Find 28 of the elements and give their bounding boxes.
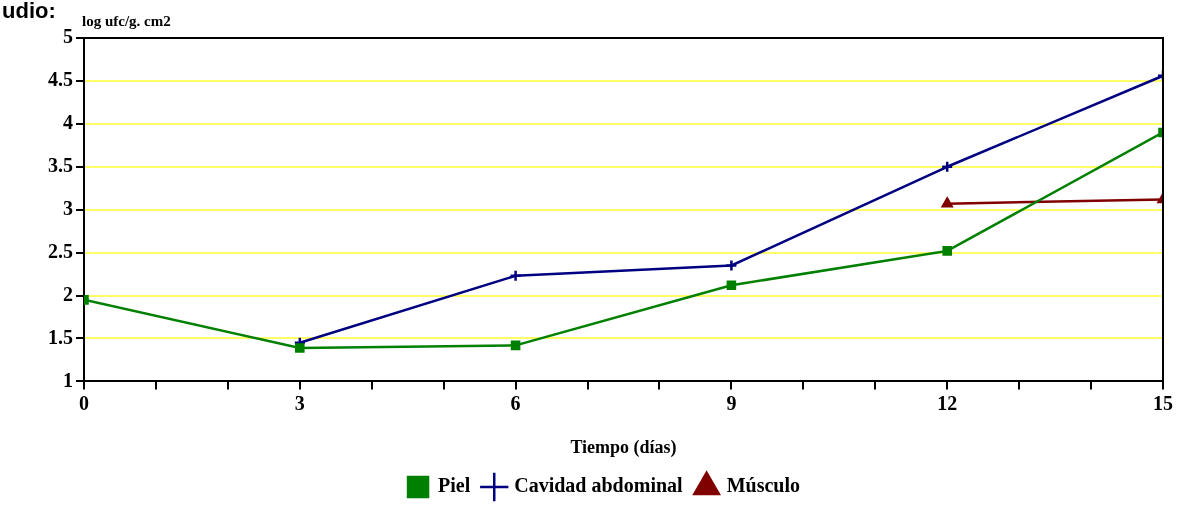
x-tick-label: 9 <box>726 391 737 414</box>
point <box>725 259 738 272</box>
point <box>295 343 305 353</box>
x-tick-label: 3 <box>294 391 305 414</box>
x-axis-title: Tiempo (días) <box>570 436 677 458</box>
y-tick-label: 2.5 <box>48 239 73 262</box>
x-tick-label: 0 <box>79 391 89 414</box>
x-tick-label: 12 <box>937 391 958 414</box>
x-tick-label: 6 <box>510 391 521 414</box>
legend-label: Piel <box>438 474 471 497</box>
point <box>942 246 952 256</box>
y-tick-label: 3 <box>63 196 73 219</box>
point <box>726 280 737 291</box>
y-axis-title: log ufc/g. cm2 <box>82 13 171 30</box>
y-tick-label: 5 <box>63 25 73 48</box>
y-tick-label: 4 <box>63 111 73 134</box>
legend-label: Músculo <box>726 474 800 497</box>
y-tick-label: 3.5 <box>48 153 73 176</box>
point <box>510 340 521 351</box>
y-tick-label: 2 <box>63 282 73 305</box>
y-tick-label: 4.5 <box>48 68 73 91</box>
y-tick-label: 1.5 <box>48 325 73 348</box>
legend-label: Cavidad abdominal <box>514 474 684 497</box>
x-tick-label: 15 <box>1153 391 1173 414</box>
y-tick-label: 1 <box>63 368 73 391</box>
text: udio: <box>2 0 56 24</box>
point <box>509 269 522 283</box>
point <box>940 160 954 174</box>
